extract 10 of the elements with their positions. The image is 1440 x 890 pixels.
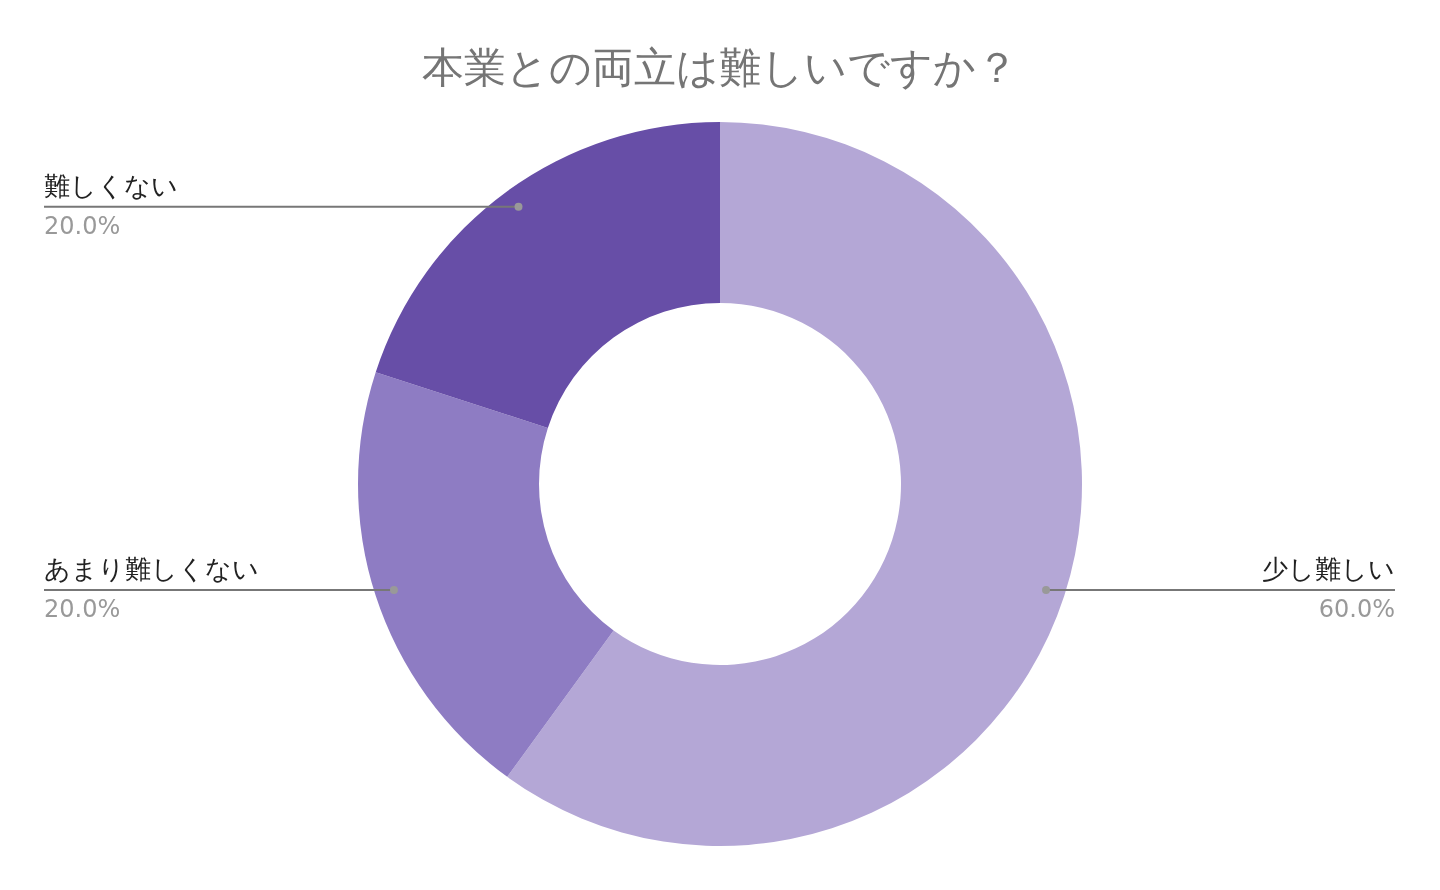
data-label: 20.0%	[44, 594, 121, 623]
donut-slice	[358, 372, 614, 777]
slice-label: 難しくない	[44, 170, 178, 201]
donut-slice	[507, 122, 1082, 846]
slice-label: 少し難しい	[1262, 553, 1395, 584]
data-label: 60.0%	[1318, 594, 1395, 623]
slice-label: あまり難しくない	[44, 553, 259, 584]
donut-slice	[375, 122, 720, 429]
chart-title: 本業との両立は難しいですか？	[422, 43, 1018, 92]
data-label: 20.0%	[44, 211, 121, 240]
